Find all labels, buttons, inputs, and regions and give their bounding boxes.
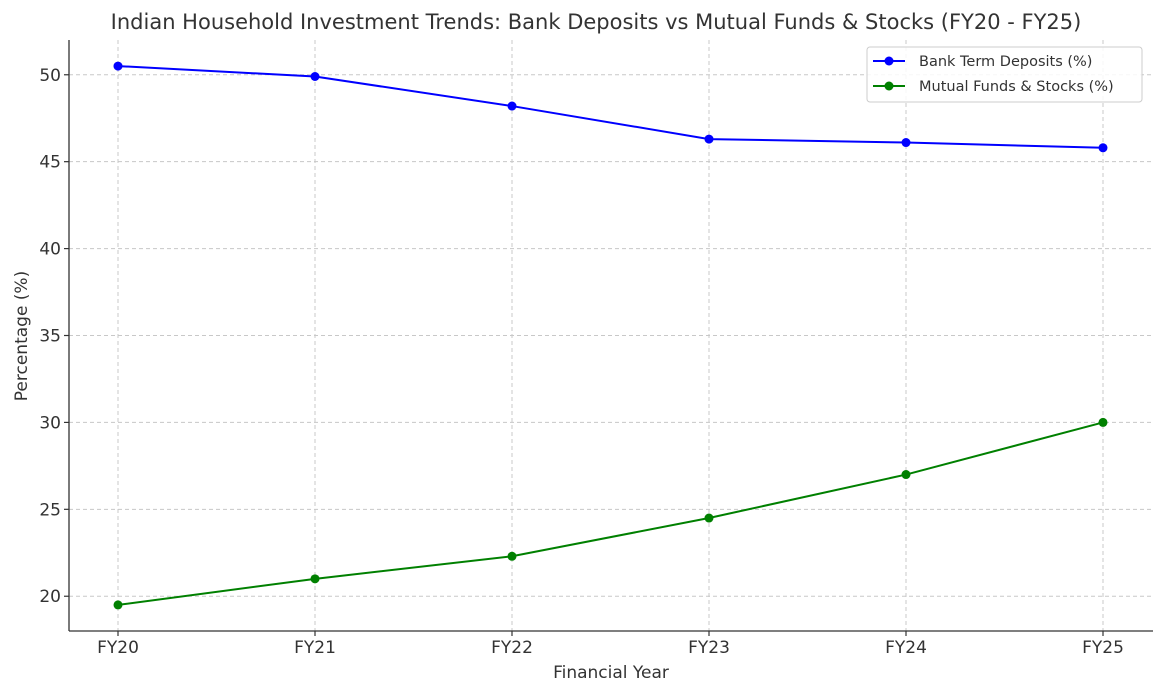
- legend-item-1: Bank Term Deposits (%): [873, 54, 1092, 70]
- y-axis-label: Percentage (%): [12, 271, 32, 401]
- axes-layer: FY20 FY21 FY22 FY23 FY24 FY25 20 25 30 35 40 45 50: [39, 40, 1153, 658]
- x-tick-label: FY22: [491, 638, 533, 658]
- series-2: [113, 417, 1108, 610]
- grid-layer: [69, 40, 1153, 631]
- data-point: [507, 101, 517, 111]
- legend-label: Bank Term Deposits (%): [919, 54, 1092, 70]
- legend: Bank Term Deposits (%) Mutual Funds & Sto…: [866, 46, 1143, 103]
- data-point: [507, 551, 517, 561]
- y-tick-label: 25: [39, 500, 61, 520]
- data-point: [113, 61, 123, 71]
- data-point: [704, 134, 714, 144]
- legend-item-2: Mutual Funds & Stocks (%): [873, 79, 1114, 95]
- legend-marker: [884, 56, 894, 66]
- data-point: [310, 72, 320, 82]
- x-tick-label: FY21: [294, 638, 336, 658]
- x-tick-label: FY24: [885, 638, 927, 658]
- y-tick-label: 30: [39, 413, 61, 433]
- chart-title: Indian Household Investment Trends: Bank…: [111, 10, 1082, 34]
- legend-label: Mutual Funds & Stocks (%): [919, 79, 1114, 95]
- data-point: [901, 470, 911, 480]
- data-point: [1098, 143, 1108, 153]
- x-tick-label: FY23: [688, 638, 730, 658]
- data-point: [310, 574, 320, 584]
- data-point: [1098, 417, 1108, 427]
- data-point: [704, 513, 714, 523]
- x-tick-label: FY25: [1082, 638, 1124, 658]
- y-tick-label: 45: [39, 153, 61, 173]
- legend-box: [866, 46, 1143, 103]
- series-layer: [113, 61, 1108, 610]
- series-1: [113, 61, 1108, 153]
- x-tick-label: FY20: [97, 638, 139, 658]
- data-point: [113, 600, 123, 610]
- data-point: [901, 138, 911, 148]
- y-tick-label: 20: [39, 587, 61, 607]
- y-tick-label: 50: [39, 66, 61, 86]
- legend-marker: [884, 81, 894, 91]
- series-line: [117, 65, 1104, 149]
- y-tick-label: 35: [39, 327, 61, 347]
- series-line: [117, 421, 1104, 606]
- x-axis-label: Financial Year: [553, 663, 669, 683]
- y-tick-label: 40: [39, 240, 61, 260]
